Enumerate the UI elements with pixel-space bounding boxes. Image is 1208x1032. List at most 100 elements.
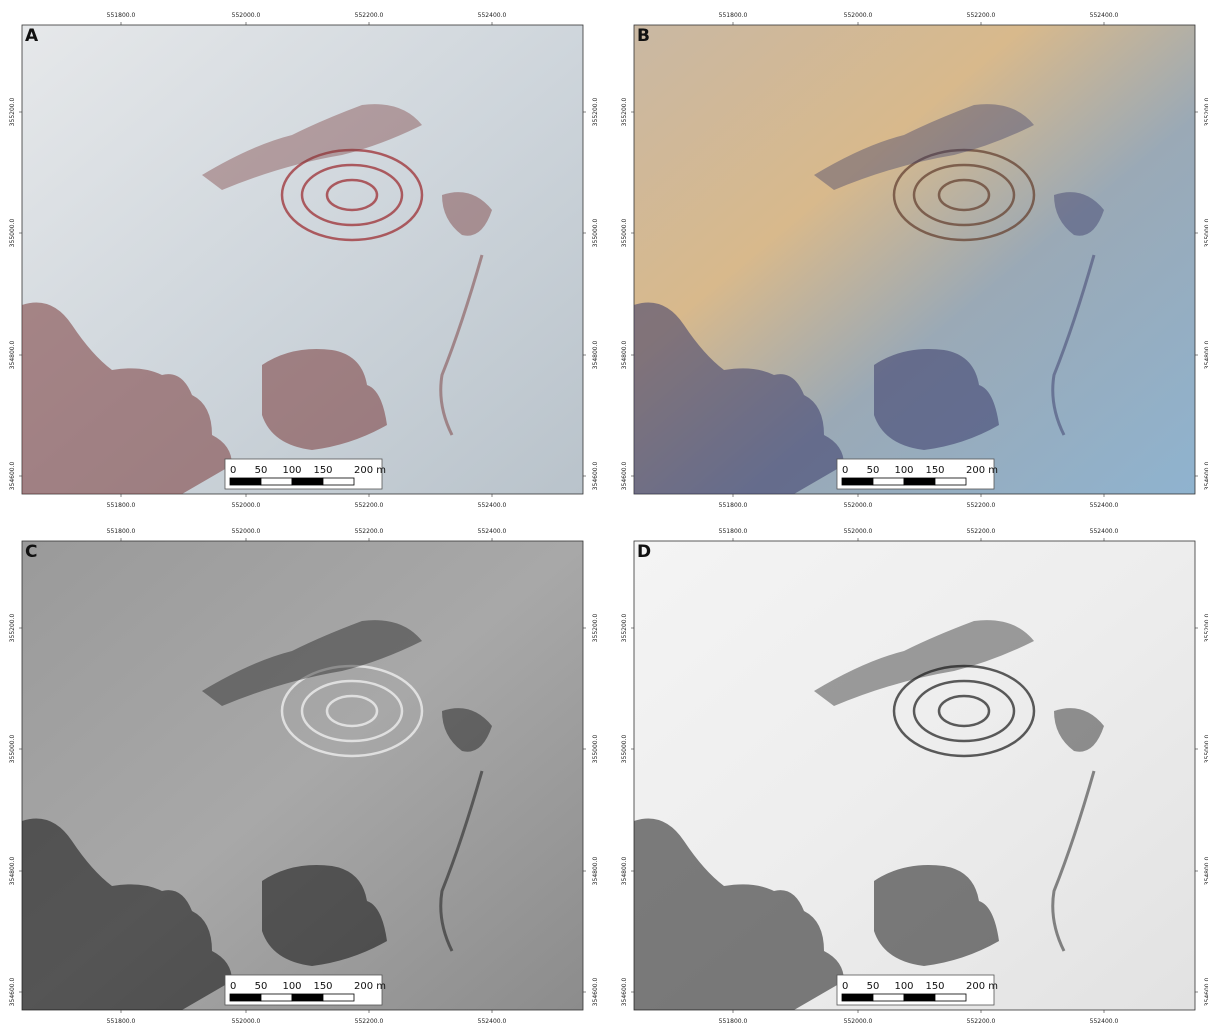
x-tick-label: 552400.0 [478, 528, 507, 535]
scale-bar-label: 0 [230, 981, 236, 992]
y-tick-label: 355200.0 [1204, 614, 1208, 643]
y-tick-label: 354800.0 [1204, 341, 1208, 370]
y-tick-label: 354600.0 [1204, 978, 1208, 1007]
scale-bar-segment [292, 994, 323, 1001]
map-panel: D 551800.0 551800.0 552000.0 552000.0 552200.… [621, 528, 1208, 1025]
x-tick-label: 552400.0 [1090, 502, 1119, 509]
x-tick-label: 552000.0 [232, 502, 261, 509]
y-tick-label: 355000.0 [592, 219, 599, 248]
y-tick-label: 354800.0 [9, 857, 16, 886]
y-tick-label: 354600.0 [621, 978, 628, 1007]
x-tick-label: 551800.0 [107, 502, 136, 509]
scale-bar-segment [230, 994, 261, 1001]
x-tick-label: 551800.0 [719, 12, 748, 19]
y-tick-label: 354800.0 [1204, 857, 1208, 886]
panel-label: A [25, 26, 39, 46]
y-tick-label: 355000.0 [592, 735, 599, 764]
y-tick-label: 355200.0 [1204, 98, 1208, 127]
map-panel: B551800.0551800.0552000.0552000.0552200.… [621, 12, 1208, 509]
scale-bar-label: 50 [255, 981, 268, 992]
scale-bar-label: 150 [313, 465, 332, 476]
y-tick-label: 355000.0 [9, 219, 16, 248]
map-panel: A 551800.0 551800.0 552000.0 552000.0 552200.… [9, 12, 599, 509]
x-tick-label: 551800.0 [719, 528, 748, 535]
scale-bar-segment [935, 478, 966, 485]
x-tick-label: 552400.0 [1090, 12, 1119, 19]
scale-bar-segment [842, 478, 873, 485]
x-tick-label: 552400.0 [478, 502, 507, 509]
y-tick-label: 354600.0 [9, 978, 16, 1007]
scale-bar-label: 200 m [354, 465, 386, 476]
y-tick-label: 355200.0 [9, 614, 16, 643]
y-tick-label: 355200.0 [621, 98, 628, 127]
x-tick-label: 552000.0 [844, 1018, 873, 1025]
scale-bar-segment [323, 478, 354, 485]
scale-bar-label: 200 m [354, 981, 386, 992]
x-tick-label: 552200.0 [355, 12, 384, 19]
y-tick-label: 355000.0 [1204, 219, 1208, 248]
x-tick-label: 552000.0 [232, 1018, 261, 1025]
scale-bar-segment [230, 478, 261, 485]
y-tick-label: 355200.0 [592, 614, 599, 643]
scale-bar-segment [261, 994, 292, 1001]
scale-bar-label: 50 [255, 465, 268, 476]
scale-bar-segment [935, 994, 966, 1001]
scale-bar-segment [873, 994, 904, 1001]
scale-bar-segment [323, 994, 354, 1001]
scale-bar-segment [873, 478, 904, 485]
y-tick-label: 354800.0 [621, 341, 628, 370]
panel-label: C [25, 542, 37, 562]
scale-bar-segment [904, 478, 935, 485]
x-tick-label: 552400.0 [1090, 528, 1119, 535]
scale-bar-segment [904, 994, 935, 1001]
scale-bar-label: 150 [925, 465, 944, 476]
panel-label: B [637, 26, 650, 46]
y-tick-label: 354600.0 [9, 462, 16, 491]
y-tick-label: 354600.0 [1204, 462, 1208, 491]
map-panel: C 551800.0 551800.0 552000.0 552000.0 552200.… [9, 528, 599, 1025]
x-tick-label: 552000.0 [844, 12, 873, 19]
x-tick-label: 552200.0 [967, 528, 996, 535]
y-tick-label: 355000.0 [621, 735, 628, 764]
scale-bar-label: 150 [925, 981, 944, 992]
figure: A 551800.0 551800.0 552000.0 552000.0 552200.… [0, 0, 1208, 1028]
y-tick-label: 355000.0 [621, 219, 628, 248]
y-tick-label: 354800.0 [592, 341, 599, 370]
x-tick-label: 551800.0 [719, 502, 748, 509]
scale-bar-segment [842, 994, 873, 1001]
scale-bar-segment [292, 478, 323, 485]
scale-bar-label: 100 [282, 981, 301, 992]
scale-bar-label: 100 [894, 465, 913, 476]
scale-bar-label: 200 m [966, 465, 998, 476]
x-tick-label: 552000.0 [232, 12, 261, 19]
y-tick-label: 354600.0 [621, 462, 628, 491]
y-tick-label: 355000.0 [1204, 735, 1208, 764]
x-tick-label: 552200.0 [967, 12, 996, 19]
x-tick-label: 552000.0 [844, 528, 873, 535]
x-tick-label: 551800.0 [107, 12, 136, 19]
scale-bar-label: 150 [313, 981, 332, 992]
x-tick-label: 552400.0 [478, 12, 507, 19]
x-tick-label: 551800.0 [719, 1018, 748, 1025]
panel-label: D [637, 542, 651, 562]
scale-bar-label: 200 m [966, 981, 998, 992]
x-tick-label: 551800.0 [107, 1018, 136, 1025]
x-tick-label: 551800.0 [107, 528, 136, 535]
y-tick-label: 354800.0 [621, 857, 628, 886]
x-tick-label: 552400.0 [1090, 1018, 1119, 1025]
x-tick-label: 552200.0 [967, 1018, 996, 1025]
y-tick-label: 355200.0 [621, 614, 628, 643]
x-tick-label: 552200.0 [355, 528, 384, 535]
y-tick-label: 354600.0 [592, 462, 599, 491]
y-tick-label: 354600.0 [592, 978, 599, 1007]
x-tick-label: 552200.0 [355, 1018, 384, 1025]
scale-bar-label: 0 [230, 465, 236, 476]
scale-bar-segment [261, 478, 292, 485]
y-tick-label: 355000.0 [9, 735, 16, 764]
scale-bar-label: 100 [894, 981, 913, 992]
scale-bar-label: 100 [282, 465, 301, 476]
scale-bar-label: 50 [867, 981, 880, 992]
x-tick-label: 552000.0 [232, 528, 261, 535]
y-tick-label: 355200.0 [592, 98, 599, 127]
scale-bar-label: 50 [867, 465, 880, 476]
